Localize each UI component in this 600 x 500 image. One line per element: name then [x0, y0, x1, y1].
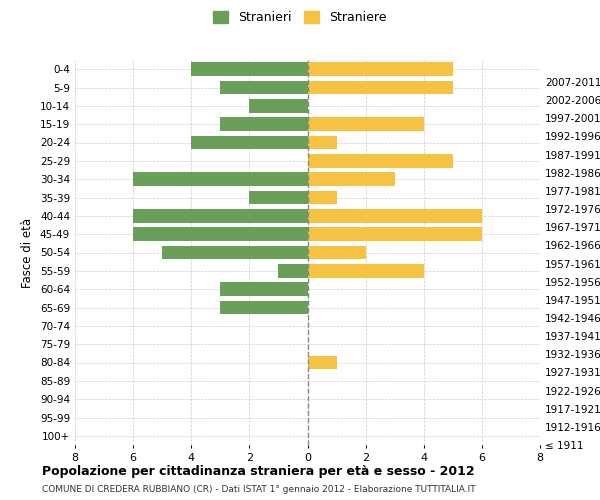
Bar [308, 80, 453, 94]
Text: Popolazione per cittadinanza straniera per età e sesso - 2012: Popolazione per cittadinanza straniera p… [42, 465, 475, 478]
Bar [278, 264, 308, 278]
Bar [133, 228, 308, 241]
Bar [133, 172, 308, 186]
Bar [308, 209, 482, 222]
Y-axis label: Fasce di età: Fasce di età [22, 218, 34, 288]
Bar [308, 228, 482, 241]
Bar [308, 356, 337, 370]
Legend: Stranieri, Straniere: Stranieri, Straniere [208, 6, 392, 29]
Bar [220, 282, 308, 296]
Text: COMUNE DI CREDERA RUBBIANO (CR) - Dati ISTAT 1° gennaio 2012 - Elaborazione TUTT: COMUNE DI CREDERA RUBBIANO (CR) - Dati I… [42, 485, 476, 494]
Bar [162, 246, 308, 260]
Bar [250, 99, 308, 112]
Bar [308, 246, 365, 260]
Bar [250, 190, 308, 204]
Bar [220, 300, 308, 314]
Bar [308, 62, 453, 76]
Bar [308, 136, 337, 149]
Bar [308, 154, 453, 168]
Bar [308, 118, 424, 131]
Bar [308, 190, 337, 204]
Bar [220, 118, 308, 131]
Bar [308, 264, 424, 278]
Bar [308, 172, 395, 186]
Bar [133, 209, 308, 222]
Bar [220, 80, 308, 94]
Bar [191, 62, 308, 76]
Bar [191, 136, 308, 149]
